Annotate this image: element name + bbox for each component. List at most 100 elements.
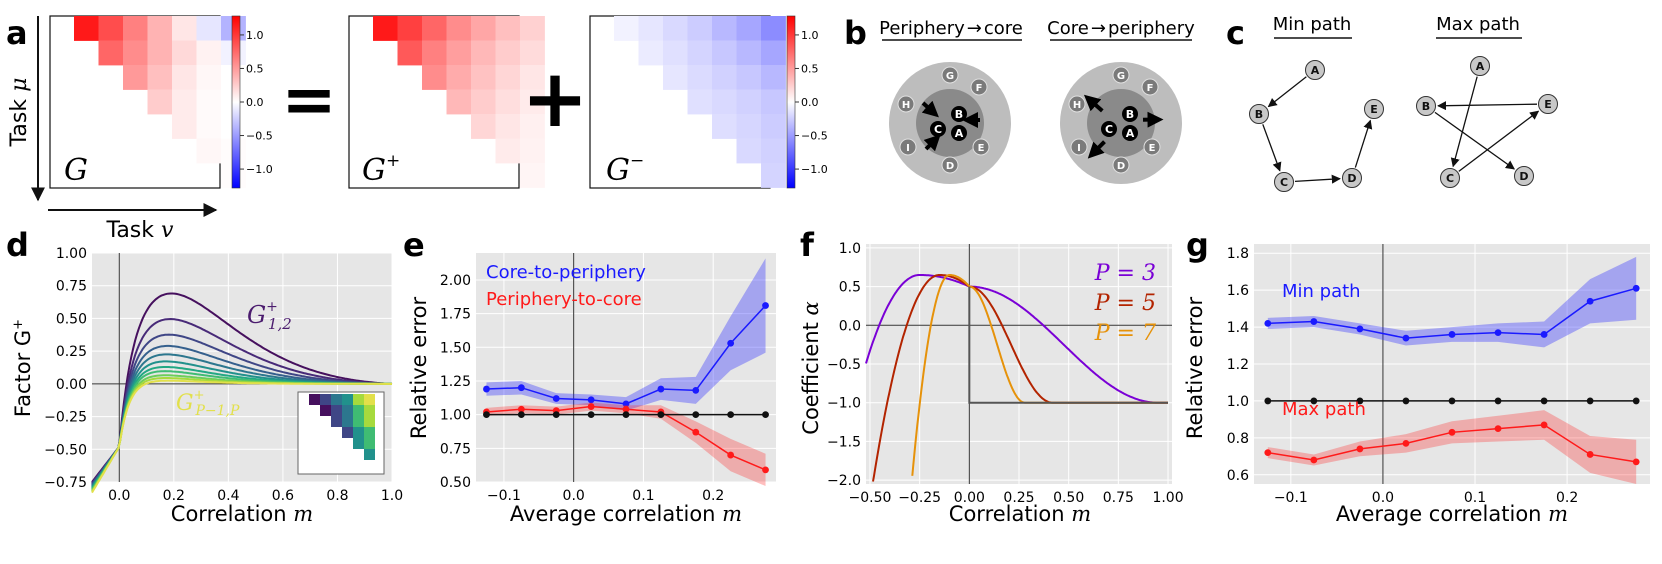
graph-node-D	[1514, 166, 1534, 186]
y-tick-label: 1.4	[1227, 320, 1249, 336]
y-tick-label: −0.25	[44, 410, 87, 426]
panel-f: f −0.50 −0.25 0.00 0.25 0.50 0.75 1.00 1.0 0.5 0.…	[799, 226, 1184, 526]
flow-arrow	[921, 100, 939, 118]
panel-d-label: d	[6, 226, 29, 264]
matrix-G-minus-cell	[736, 65, 762, 90]
data-point	[1540, 397, 1548, 405]
data-point	[483, 385, 490, 393]
matrix-G-minus-cell	[761, 89, 786, 115]
data-point	[517, 405, 525, 413]
matrix-G-minus-cell	[687, 89, 713, 115]
matrix-G-plus-cell	[471, 65, 496, 90]
data-point	[517, 384, 525, 392]
x-tick-label: 0.2	[1556, 490, 1578, 506]
inset-cell	[364, 438, 375, 449]
data-point	[1586, 451, 1594, 458]
matrix-G-cell	[172, 114, 197, 139]
y-tick-label: 1.0	[839, 241, 861, 257]
data-point	[762, 466, 769, 474]
graph-edge	[1267, 76, 1307, 108]
data-point	[622, 400, 630, 408]
legend-periphery-to-core: Periphery-to-core	[486, 289, 642, 310]
matrix-G-minus-cell	[663, 40, 688, 66]
x-tick-label: 0.50	[1053, 490, 1084, 506]
periphery-node-label-H: H	[1073, 100, 1081, 111]
colorbar-tick-label: 0.0	[246, 96, 264, 109]
matrix-G-plus-cell	[422, 16, 447, 41]
matrix-G-plus-cell	[422, 65, 447, 90]
matrix-G-label: G	[64, 153, 88, 188]
matrix-G-plus-cell	[373, 16, 398, 41]
periphery-node-D	[1112, 156, 1130, 174]
x-tick-label: 0.0	[108, 488, 130, 504]
plus-sign: +	[521, 52, 588, 145]
y-tick-label: 0.50	[440, 475, 471, 491]
data-point	[1494, 397, 1502, 405]
inset-cell	[353, 427, 364, 438]
colorbar-tick-label: −1.0	[801, 163, 828, 176]
legend-min-path: Min path	[1282, 281, 1361, 302]
graph-node-B	[1249, 104, 1269, 124]
periphery-node-F	[1141, 78, 1159, 96]
data-point	[517, 411, 525, 419]
factor-curve-11	[91, 379, 392, 494]
legend-P3: P = 3	[1094, 261, 1156, 286]
panel-d: d 0.0 0.2 0.4 0.6 0.8 1.0 1.00 0.75 0.50 0.25 0.00…	[6, 226, 403, 526]
matrix-G-minus-cell	[736, 16, 762, 41]
graph-node-C	[1440, 168, 1460, 188]
colorbar-2: 1.0 0.5 0.0 −0.5 −1.0	[786, 15, 828, 189]
data-point	[762, 302, 769, 309]
graph-node-label-E: E	[1370, 103, 1378, 116]
inner-disk	[1087, 89, 1155, 157]
y-tick-label: 0.50	[56, 311, 87, 327]
graph-node-label-A: A	[1476, 60, 1485, 73]
data-point	[1356, 397, 1364, 405]
periphery-node-label-F: F	[1147, 83, 1154, 94]
data-point	[483, 411, 490, 419]
matrix-G-minus-cell	[638, 16, 664, 41]
inset-cell	[331, 394, 342, 405]
data-point	[1586, 397, 1594, 405]
panel-a-label: a	[6, 14, 28, 52]
periphery-node-G	[941, 66, 959, 84]
panel-b-label: b	[844, 14, 867, 52]
x-tick-label: 0.8	[326, 488, 348, 504]
y-tick-label: 1.2	[1227, 357, 1249, 373]
matrix-G-minus-cell	[736, 114, 762, 139]
periphery-node-G	[1112, 66, 1130, 84]
matrix-G-plus-cell	[471, 114, 496, 139]
matrix-G-cell	[123, 16, 148, 41]
periphery-node-label-D: D	[1117, 161, 1125, 172]
alpha-curve-0	[865, 274, 1168, 404]
legend-max-path: Max path	[1282, 399, 1366, 420]
x-tick-label: 0.2	[163, 488, 185, 504]
matrix-G-plus-cell	[495, 89, 521, 115]
periphery-node-label-D: D	[946, 161, 954, 172]
inset-cell	[309, 394, 320, 405]
panel-g-label: g	[1186, 226, 1209, 264]
matrix-G-plus-cell	[446, 65, 472, 90]
matrix-G-plus-label: G+	[362, 151, 400, 188]
periphery-node-F	[970, 78, 988, 96]
matrix-G-minus-cell	[761, 163, 786, 188]
data-point	[1494, 329, 1502, 337]
matrix-G-plus-cell	[446, 40, 472, 66]
graph-node-label-B: B	[1255, 108, 1263, 121]
panel-b: b Periphery → core Core → periphery BC AGFHID…	[844, 14, 1195, 184]
panel-c-left-title: Min path	[1273, 14, 1352, 35]
data-point	[762, 411, 769, 419]
matrix-G-plus-cell	[446, 16, 472, 41]
periphery-node-label-F: F	[976, 83, 983, 94]
y-tick-label: 0.00	[56, 377, 87, 393]
data-point	[587, 403, 595, 410]
panel-e-label: e	[403, 226, 425, 264]
panel-f-label: f	[800, 226, 815, 264]
graph-edge	[1354, 119, 1373, 168]
matrix-G-minus-cell	[663, 16, 688, 41]
error-band-0	[1267, 256, 1637, 348]
data-point	[1310, 397, 1318, 405]
factor-curve-2	[91, 317, 393, 484]
matrix-G-minus-cell	[687, 40, 713, 66]
y-tick-label: 1.75	[440, 307, 471, 323]
